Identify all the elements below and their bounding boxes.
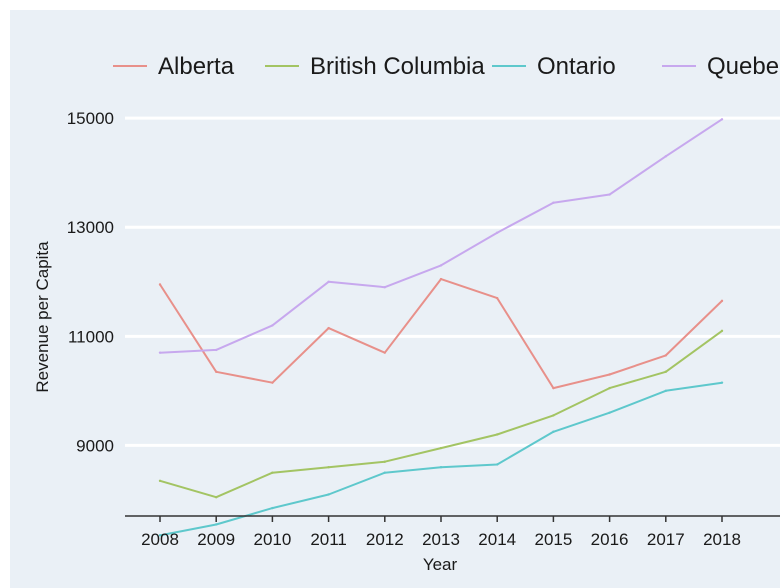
data-point: [496, 463, 499, 466]
data-point: [552, 386, 555, 390]
x-tick-label: 2017: [647, 530, 685, 549]
y-tick-label: 9000: [76, 436, 114, 455]
gridlines: [125, 116, 780, 447]
x-axis-title: Year: [423, 555, 458, 574]
data-point: [215, 370, 218, 373]
data-point: [664, 370, 667, 373]
data-point: [158, 479, 162, 483]
series-quebec: [158, 118, 724, 354]
data-point: [271, 506, 274, 510]
data-point: [439, 277, 443, 281]
x-tick-labels: 2008 2009 2010 2011 2012 2013 2014 2015 2016 2017…: [141, 530, 741, 549]
x-tick-label: 2014: [478, 530, 516, 549]
data-point: [608, 373, 611, 376]
data-point: [158, 351, 162, 354]
legend-item: Quebec: [662, 53, 780, 80]
data-point: [271, 324, 274, 327]
legend-label: Alberta: [158, 53, 235, 80]
x-tick-label: 2012: [366, 530, 404, 549]
data-point: [608, 193, 611, 196]
data-point: [664, 354, 667, 357]
legend-item: Ontario: [492, 53, 616, 80]
series-british-columbia: [158, 329, 724, 499]
x-axis: [125, 515, 780, 522]
chart-panel: [10, 10, 780, 588]
data-point: [664, 155, 667, 158]
data-point: [215, 495, 218, 499]
x-tick-label: 2009: [197, 530, 235, 549]
legend-label: Quebec: [707, 53, 780, 80]
x-tick-label: 2011: [310, 530, 347, 549]
legend: Alberta British Columbia Ontario Quebec: [113, 53, 780, 80]
data-point: [664, 389, 667, 393]
data-point: [720, 381, 724, 384]
series-alberta: [158, 277, 724, 390]
data-point: [439, 446, 443, 450]
data-point: [720, 329, 724, 333]
x-tick-label: 2010: [253, 530, 291, 549]
legend-item: British Columbia: [265, 53, 485, 80]
series-ontario: [158, 381, 724, 537]
data-point: [327, 493, 330, 496]
y-tick-label: 11000: [68, 327, 114, 346]
data-point: [327, 326, 330, 330]
data-point: [383, 460, 386, 463]
data-point: [439, 264, 443, 267]
data-point: [383, 471, 386, 474]
series-line: [159, 381, 723, 537]
data-point: [439, 465, 443, 469]
data-point: [608, 386, 611, 390]
series-line: [159, 278, 723, 390]
data-point: [158, 534, 162, 537]
y-axis-title: Revenue per Capita: [33, 241, 52, 393]
data-point: [720, 118, 724, 121]
x-tick-label: 2013: [422, 530, 460, 549]
data-point: [271, 381, 274, 384]
data-point: [552, 201, 555, 204]
data-point: [552, 414, 555, 417]
data-point: [271, 471, 274, 474]
y-tick-label: 13000: [67, 218, 114, 237]
data-point: [608, 411, 611, 414]
series-lines: [158, 118, 724, 537]
data-point: [496, 231, 499, 234]
series-line: [159, 118, 723, 354]
y-tick-label: 15000: [67, 109, 114, 128]
data-point: [552, 430, 555, 433]
x-tick-label: 2008: [141, 530, 179, 549]
data-point: [383, 351, 386, 354]
data-point: [496, 433, 499, 436]
data-point: [327, 280, 330, 283]
y-tick-labels: 9000 11000 13000 15000: [67, 109, 114, 455]
data-point: [383, 286, 386, 289]
data-point: [327, 465, 330, 469]
data-point: [720, 299, 724, 303]
series-line: [159, 330, 723, 499]
x-tick-label: 2018: [703, 530, 741, 549]
data-point: [215, 523, 218, 526]
x-tick-label: 2016: [591, 530, 629, 549]
data-point: [496, 296, 499, 300]
data-point: [215, 348, 218, 352]
legend-item: Alberta: [113, 53, 235, 80]
data-point: [158, 283, 162, 286]
legend-label: Ontario: [537, 53, 616, 80]
x-tick-label: 2015: [534, 530, 572, 549]
legend-label: British Columbia: [310, 53, 485, 80]
